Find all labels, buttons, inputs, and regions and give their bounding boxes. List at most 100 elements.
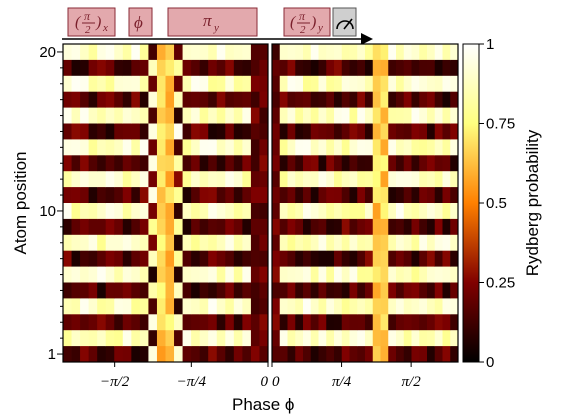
heatmap-cell	[310, 266, 319, 283]
heatmap-cell	[148, 234, 158, 252]
heatmap-cell	[71, 282, 81, 299]
heatmap-cell	[216, 203, 226, 220]
heatmap-cell	[326, 218, 335, 236]
heatmap-cell	[396, 59, 405, 77]
heatmap-cell	[442, 250, 451, 267]
heatmap-cell	[139, 123, 149, 140]
heatmap-cell	[208, 218, 218, 236]
heatmap-cell	[341, 282, 350, 299]
heatmap-cell	[122, 75, 132, 93]
heatmap-cell	[450, 314, 459, 331]
heatmap-cell	[372, 282, 381, 299]
heatmap-cell	[156, 298, 166, 315]
heatmap-cell	[411, 123, 420, 140]
heatmap-cell	[156, 59, 166, 77]
pulse-pi-half-x: ( π 2 ) x	[67, 7, 116, 37]
svg-text:x: x	[102, 22, 108, 34]
heatmap-cell	[88, 171, 98, 188]
heatmap-cell	[88, 139, 98, 156]
heatmap-cell	[156, 171, 166, 188]
heatmap-cell	[419, 59, 428, 77]
colorbar-ticks: 0 0.25 0.5 0.75 1	[479, 36, 515, 371]
heatmap-cell	[148, 75, 158, 93]
heatmap-cell	[165, 139, 175, 156]
heatmap-cell	[403, 346, 412, 363]
heatmap-cell	[105, 346, 115, 363]
heatmap-cell	[442, 218, 451, 236]
heatmap-cell	[80, 266, 90, 283]
heatmap-cell	[403, 298, 412, 315]
heatmap-cell	[216, 346, 226, 363]
heatmap-cell	[182, 346, 192, 363]
x-tick-label: π/2	[402, 374, 422, 390]
heatmap-cell	[233, 171, 243, 188]
heatmap-cell	[303, 282, 312, 299]
heatmap-cell	[427, 346, 436, 363]
heatmap-cell	[388, 139, 397, 156]
heatmap-cell	[411, 346, 420, 363]
heatmap-cell	[396, 171, 405, 188]
heatmap-cell	[63, 330, 72, 347]
heatmap-cell	[122, 282, 132, 299]
svg-text:): )	[95, 14, 101, 31]
heatmap-cell	[380, 203, 389, 220]
heatmap-cell	[139, 298, 149, 315]
heatmap-cell	[272, 171, 281, 188]
heatmap-cell	[341, 187, 350, 204]
heatmap-cell	[427, 187, 436, 204]
heatmap-cell	[326, 155, 335, 172]
heatmap-cell	[233, 139, 243, 156]
heatmap-cell	[326, 59, 335, 77]
heatmap-cell	[450, 298, 459, 315]
heatmap-cell	[139, 139, 149, 156]
heatmap-cell	[97, 171, 107, 188]
heatmap-cell	[97, 107, 107, 124]
heatmap-cell	[372, 330, 381, 347]
heatmap-cell	[225, 171, 235, 188]
heatmap-cell	[191, 187, 201, 204]
heatmap-cell	[165, 123, 175, 140]
heatmap-cell	[341, 330, 350, 347]
heatmap-cell	[191, 59, 201, 77]
heatmap-cell	[326, 346, 335, 363]
heatmap-cell	[174, 123, 183, 140]
heatmap-cell	[131, 218, 141, 236]
heatmap-cell	[208, 44, 218, 61]
heatmap-cell	[182, 91, 192, 108]
heatmap-cell	[272, 187, 281, 204]
heatmap-cell	[114, 123, 124, 140]
heatmap-cell	[287, 203, 296, 220]
heatmap-cell	[279, 139, 288, 156]
heatmap-cell	[191, 218, 201, 236]
heatmap-cell	[88, 203, 98, 220]
heatmap-cell	[71, 314, 81, 331]
heatmap-cell	[233, 107, 243, 124]
heatmap-cell	[139, 203, 149, 220]
heatmap-cell	[80, 234, 90, 252]
heatmap-cell	[419, 187, 428, 204]
heatmap-cell	[411, 330, 420, 347]
heatmap-cell	[357, 234, 366, 252]
heatmap-cell	[434, 107, 443, 124]
heatmap-cell	[427, 107, 436, 124]
heatmap-cell	[334, 75, 343, 93]
heatmap-cell	[380, 346, 389, 363]
heatmap-cell	[295, 250, 304, 267]
heatmap-cell	[411, 171, 420, 188]
heatmap-cell	[279, 59, 288, 77]
heatmap-cell	[216, 250, 226, 267]
heatmap-cell	[216, 75, 226, 93]
heatmap-cell	[341, 44, 350, 61]
heatmap-cell	[97, 139, 107, 156]
heatmap-cell	[349, 282, 358, 299]
heatmap-cell	[225, 139, 235, 156]
heatmap-cell	[105, 107, 115, 124]
heatmap-cell	[303, 107, 312, 124]
heatmap-cell	[450, 330, 459, 347]
heatmap-cell	[259, 75, 269, 93]
heatmap-cell	[357, 59, 366, 77]
heatmap-cell	[242, 59, 252, 77]
heatmap-cell	[372, 171, 381, 188]
heatmap-cell	[156, 234, 166, 252]
heatmap-cell	[122, 234, 132, 252]
